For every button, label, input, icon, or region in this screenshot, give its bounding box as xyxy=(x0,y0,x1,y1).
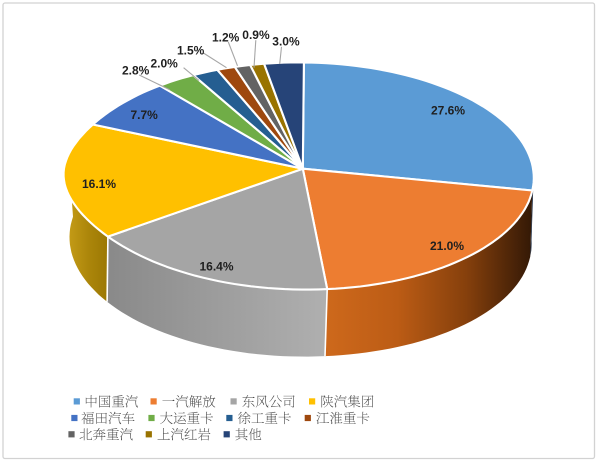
svg-text:27.6%: 27.6% xyxy=(431,103,465,117)
svg-text:2.0%: 2.0% xyxy=(151,57,179,71)
svg-text:0.9%: 0.9% xyxy=(242,28,270,42)
svg-text:3.0%: 3.0% xyxy=(272,35,300,49)
svg-text:7.7%: 7.7% xyxy=(131,108,159,122)
svg-text:1.2%: 1.2% xyxy=(212,30,240,44)
svg-text:16.1%: 16.1% xyxy=(82,177,116,191)
svg-text:1.5%: 1.5% xyxy=(177,44,205,58)
svg-text:21.0%: 21.0% xyxy=(430,239,464,253)
svg-text:16.4%: 16.4% xyxy=(200,259,234,273)
svg-text:2.8%: 2.8% xyxy=(122,63,150,77)
